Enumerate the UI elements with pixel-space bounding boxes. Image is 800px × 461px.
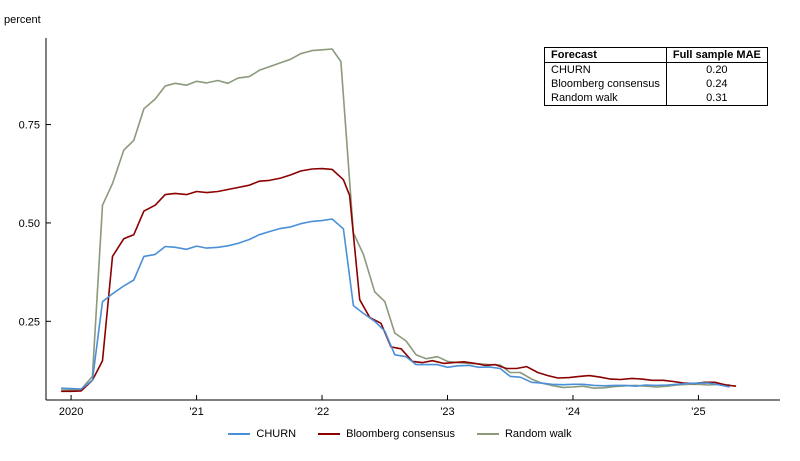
- mae-table-header-row: Forecast Full sample MAE: [544, 47, 768, 63]
- mae-row-name: Random walk: [551, 92, 618, 104]
- x-tick-label: 2020: [59, 406, 83, 418]
- mae-table: Forecast Full sample MAE CHURN 0.20 Bloo…: [544, 47, 768, 106]
- legend-label-bloomberg: Bloomberg consensus: [346, 428, 455, 440]
- mae-row-value: 0.24: [665, 77, 768, 91]
- mae-row-name: CHURN: [551, 64, 591, 76]
- legend-item-bloomberg: Bloomberg consensus: [318, 428, 455, 440]
- legend-swatch-random-walk: [476, 433, 499, 435]
- x-tick-label: '21: [189, 406, 203, 418]
- mae-table-row: Bloomberg consensus 0.24: [545, 77, 768, 91]
- legend-label-churn: CHURN: [256, 428, 297, 440]
- legend-swatch-churn: [228, 433, 251, 435]
- mae-header-value: Full sample MAE: [665, 47, 768, 63]
- legend-label-random-walk: Random walk: [504, 428, 572, 440]
- mae-row-value: 0.31: [665, 91, 768, 106]
- mae-row-value: 0.20: [665, 62, 768, 77]
- mae-row-name: Bloomberg consensus: [551, 78, 660, 90]
- y-tick-label: 0.25: [19, 316, 40, 328]
- legend-item-churn: CHURN: [228, 428, 296, 440]
- chart-axes: 0.25 0.50 0.75 2020 '21 '22 '23 '24 '25: [19, 38, 780, 418]
- y-tick-label: 0.75: [19, 120, 40, 132]
- x-tick-label: '25: [691, 406, 705, 418]
- y-axis-label: percent: [4, 14, 41, 26]
- mae-table-row: Random walk 0.31: [545, 91, 768, 106]
- x-tick-label: '22: [315, 406, 329, 418]
- series-line-churn: [61, 218, 730, 390]
- mae-header-forecast: Forecast: [544, 47, 667, 63]
- chart-legend: CHURN Bloomberg consensus Random walk: [0, 428, 800, 440]
- x-tick-label: '23: [440, 406, 454, 418]
- mae-table-row: CHURN 0.20: [545, 62, 768, 77]
- chart-series: [61, 48, 737, 393]
- x-tick-label: '24: [566, 406, 580, 418]
- legend-item-random-walk: Random walk: [476, 428, 572, 440]
- y-tick-label: 0.50: [19, 218, 40, 230]
- legend-swatch-bloomberg: [318, 433, 341, 435]
- series-line-bloomberg-consensus: [61, 167, 737, 393]
- series-line-random-walk: [61, 48, 730, 391]
